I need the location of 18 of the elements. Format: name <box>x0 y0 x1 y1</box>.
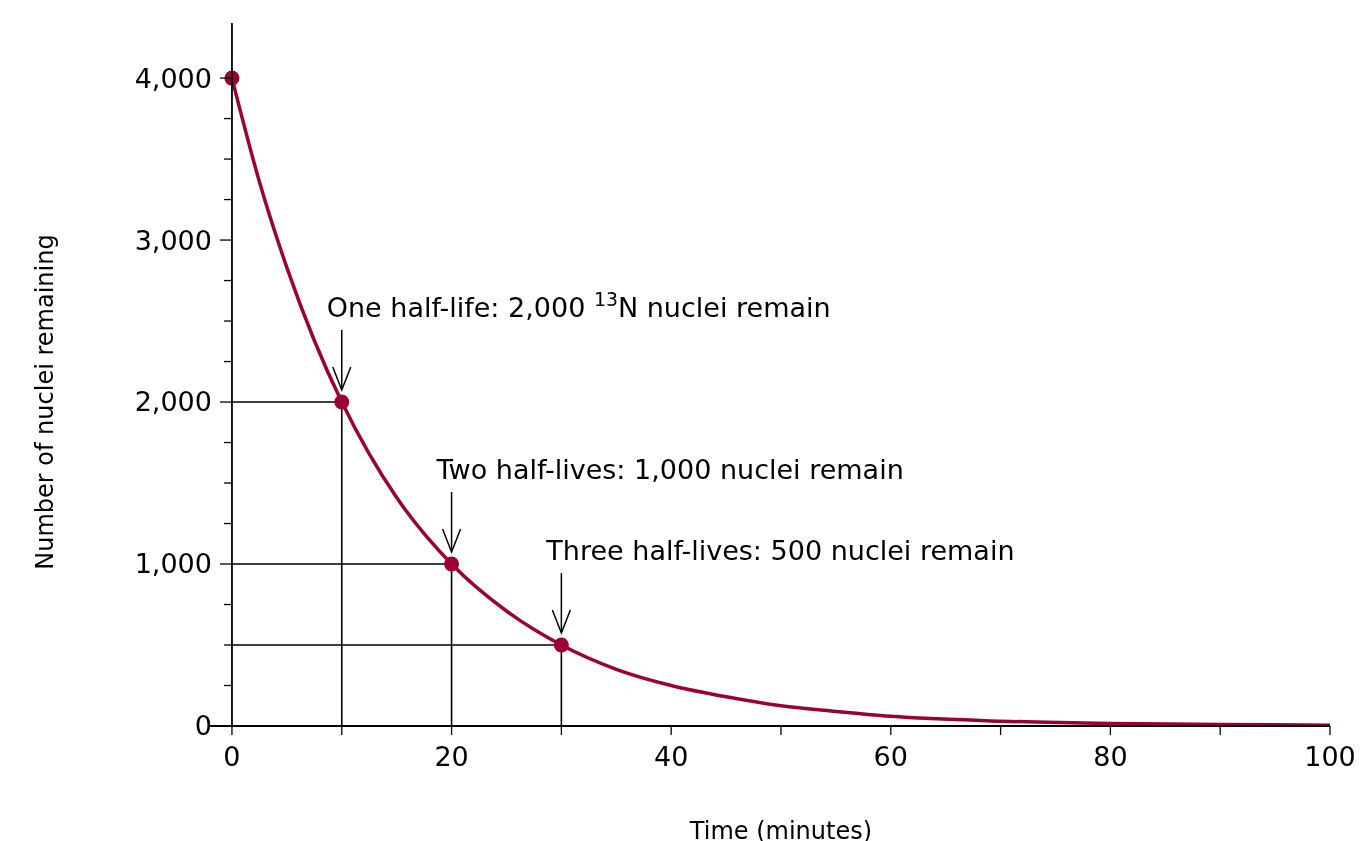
x-tick-label: 20 <box>434 741 469 772</box>
annotation: Three half-lives: 500 nuclei remain <box>545 535 1015 567</box>
x-tick-label: 40 <box>654 741 689 772</box>
x-tick-label: 80 <box>1093 741 1128 772</box>
point <box>334 394 350 410</box>
y-tick-label: 1,000 <box>134 548 212 580</box>
y-axis-title: Number of nuclei remaining <box>31 234 59 570</box>
point <box>444 556 460 572</box>
point <box>553 637 569 653</box>
annotation: Two half-lives: 1,000 nuclei remain <box>435 454 904 486</box>
x-tick-label: 0 <box>223 741 241 772</box>
x-tick-label: 60 <box>873 741 908 772</box>
y-tick-label: 2,000 <box>134 386 212 418</box>
y-tick-label: 3,000 <box>134 224 212 256</box>
y-tick-label: 0 <box>194 710 212 742</box>
x-tick-label: 100 <box>1304 741 1356 772</box>
y-tick-label: 4,000 <box>134 62 212 94</box>
annotation: One half-life: 2,000 $^{13}$N nuclei remain <box>326 288 831 324</box>
